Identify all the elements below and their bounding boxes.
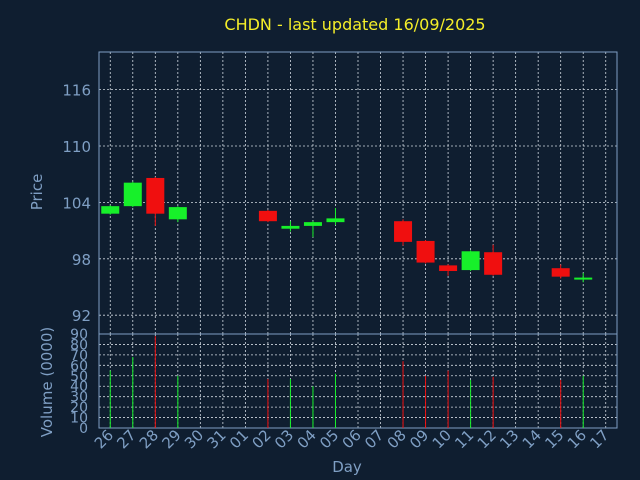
candle-body	[551, 268, 570, 277]
candle-body	[394, 221, 413, 242]
volume-tick-label: 40	[70, 379, 88, 395]
candle-body	[146, 177, 165, 214]
volume-tick-label: 90	[70, 327, 88, 343]
x-tick-label: 17	[586, 426, 612, 452]
price-tick-label: 98	[72, 251, 91, 269]
volume-panel-frame	[98, 333, 618, 429]
price-panel: 92 98 104 110 116	[62, 51, 618, 335]
price-axis-label: Price	[28, 174, 46, 211]
volume-tick-label: 50	[70, 369, 88, 385]
price-tick-label: 92	[72, 307, 91, 325]
price-tick-label: 116	[62, 82, 91, 100]
candle-body	[439, 265, 458, 272]
x-axis-label: Day	[332, 458, 362, 476]
volume-axis-label: Volume (0000)	[38, 327, 56, 437]
candle-body	[461, 251, 480, 271]
candle-body	[281, 225, 300, 229]
chart-title: CHDN - last updated 16/09/2025	[224, 15, 485, 34]
candle-body	[484, 252, 503, 275]
volume-tick-label: 10	[70, 411, 88, 427]
candle-body	[101, 206, 120, 214]
candle-body	[416, 240, 435, 263]
candle-body	[574, 277, 593, 280]
candle-body	[303, 222, 322, 226]
volume-tick-label: 70	[70, 348, 88, 364]
candle-body	[326, 218, 345, 223]
candle-body	[168, 207, 187, 220]
candle-body	[123, 182, 142, 207]
volume-tick-label: 80	[70, 337, 88, 353]
candle-body	[258, 210, 277, 222]
volume-tick-label: 60	[70, 358, 88, 374]
volume-panel: 0102030405060708090262728293031010203040…	[70, 327, 618, 452]
volume-tick-label: 0	[79, 421, 88, 437]
volume-tick-label: 20	[70, 400, 88, 416]
price-tick-label: 110	[62, 138, 91, 156]
volume-tick-label: 30	[70, 390, 88, 406]
price-tick-label: 104	[62, 194, 91, 212]
